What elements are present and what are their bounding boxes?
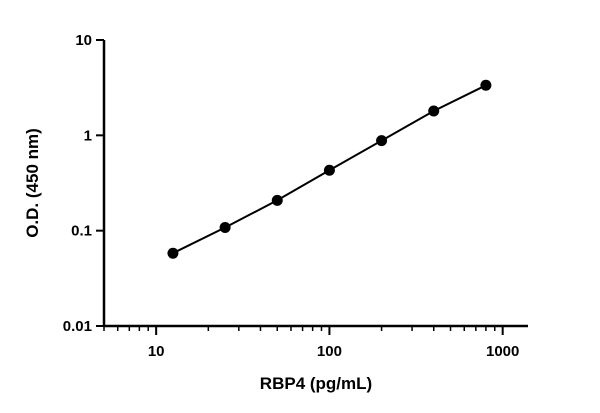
y-axis-title: O.D. (450 nm) xyxy=(23,128,42,238)
data-point xyxy=(271,194,283,206)
data-point xyxy=(480,79,492,91)
plot-area xyxy=(167,79,492,259)
ticks: 0.01 0.1 1 10 10 100 1000 xyxy=(63,32,520,360)
x-tick-label: 1000 xyxy=(486,343,519,360)
data-point xyxy=(167,247,179,259)
x-tick-label: 100 xyxy=(317,343,342,360)
y-tick-label: 10 xyxy=(75,32,92,49)
data-point xyxy=(323,164,335,176)
data-point xyxy=(376,135,388,147)
data-point xyxy=(219,221,231,233)
y-tick-label: 1 xyxy=(84,127,92,144)
data-point xyxy=(428,105,440,117)
axes xyxy=(102,40,528,328)
x-axis-title: RBP4 (pg/mL) xyxy=(260,374,372,393)
y-tick-label: 0.01 xyxy=(63,318,92,335)
x-tick-label: 10 xyxy=(148,343,165,360)
y-tick-label: 0.1 xyxy=(71,223,92,240)
